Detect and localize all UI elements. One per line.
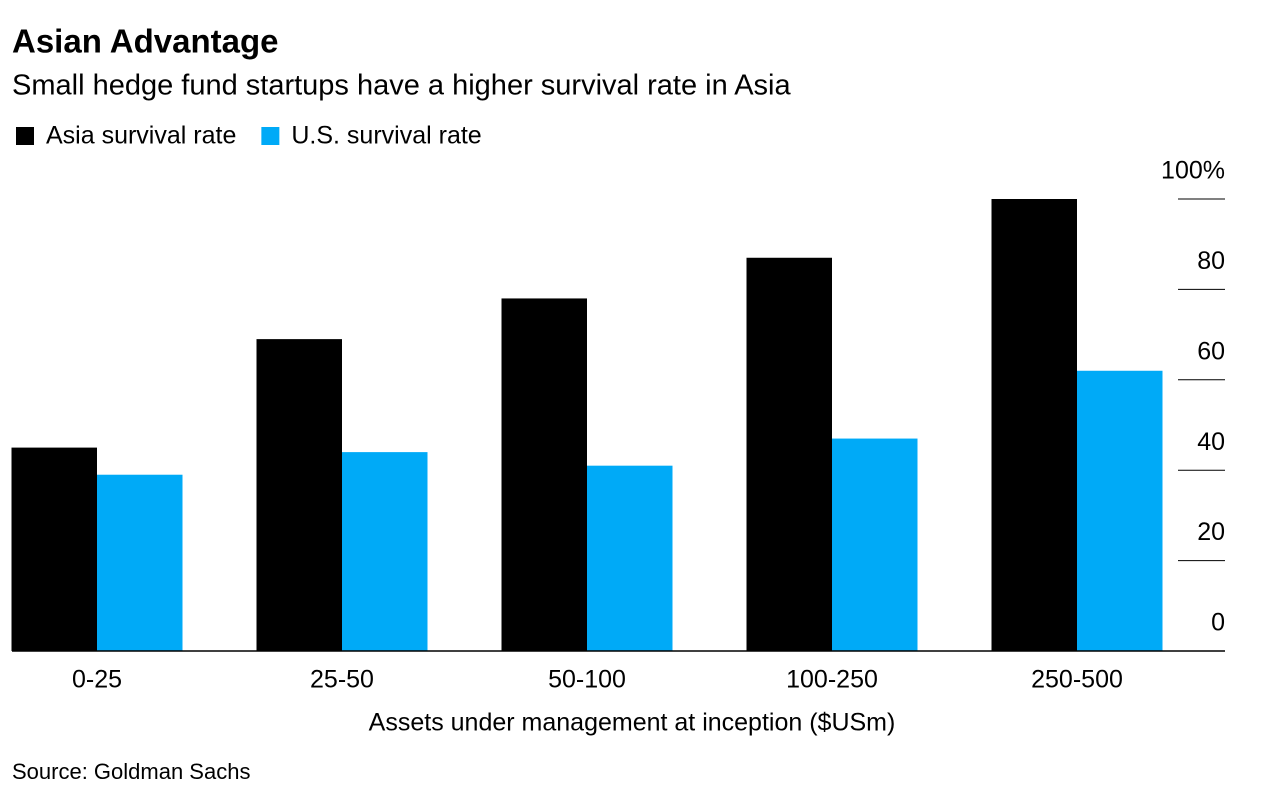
y-tick-label: 100% bbox=[1161, 157, 1225, 185]
x-axis-title: Assets under management at inception ($U… bbox=[369, 709, 896, 737]
y-tick-label: 40 bbox=[1197, 428, 1225, 456]
legend-label: U.S. survival rate bbox=[291, 122, 481, 150]
source: Source: Goldman Sachs bbox=[12, 759, 250, 784]
y-tick-label: 60 bbox=[1197, 337, 1225, 365]
x-tick-label: 250-500 bbox=[1031, 666, 1123, 694]
x-tick-label: 50-100 bbox=[548, 666, 626, 694]
y-tick-label: 0 bbox=[1211, 609, 1225, 637]
y-tick-label: 20 bbox=[1197, 518, 1225, 546]
bar bbox=[97, 474, 183, 651]
legend-swatch bbox=[16, 127, 34, 145]
legend-swatch bbox=[261, 127, 280, 145]
x-tick-label: 25-50 bbox=[310, 666, 374, 694]
bar bbox=[256, 339, 342, 651]
bar bbox=[11, 447, 97, 651]
bar bbox=[1077, 370, 1163, 651]
bar bbox=[501, 298, 587, 651]
bar bbox=[832, 438, 918, 651]
x-tick-label: 0-25 bbox=[72, 666, 122, 694]
chart-subtitle: Small hedge fund startups have a higher … bbox=[12, 70, 791, 102]
x-tick-label: 100-250 bbox=[786, 666, 878, 694]
bar bbox=[991, 199, 1077, 651]
y-tick-label: 80 bbox=[1197, 247, 1225, 275]
chart-title: Asian Advantage bbox=[12, 23, 279, 60]
bar bbox=[342, 452, 428, 651]
legend-label: Asia survival rate bbox=[46, 122, 236, 150]
bar bbox=[746, 257, 832, 651]
bar bbox=[587, 465, 673, 651]
